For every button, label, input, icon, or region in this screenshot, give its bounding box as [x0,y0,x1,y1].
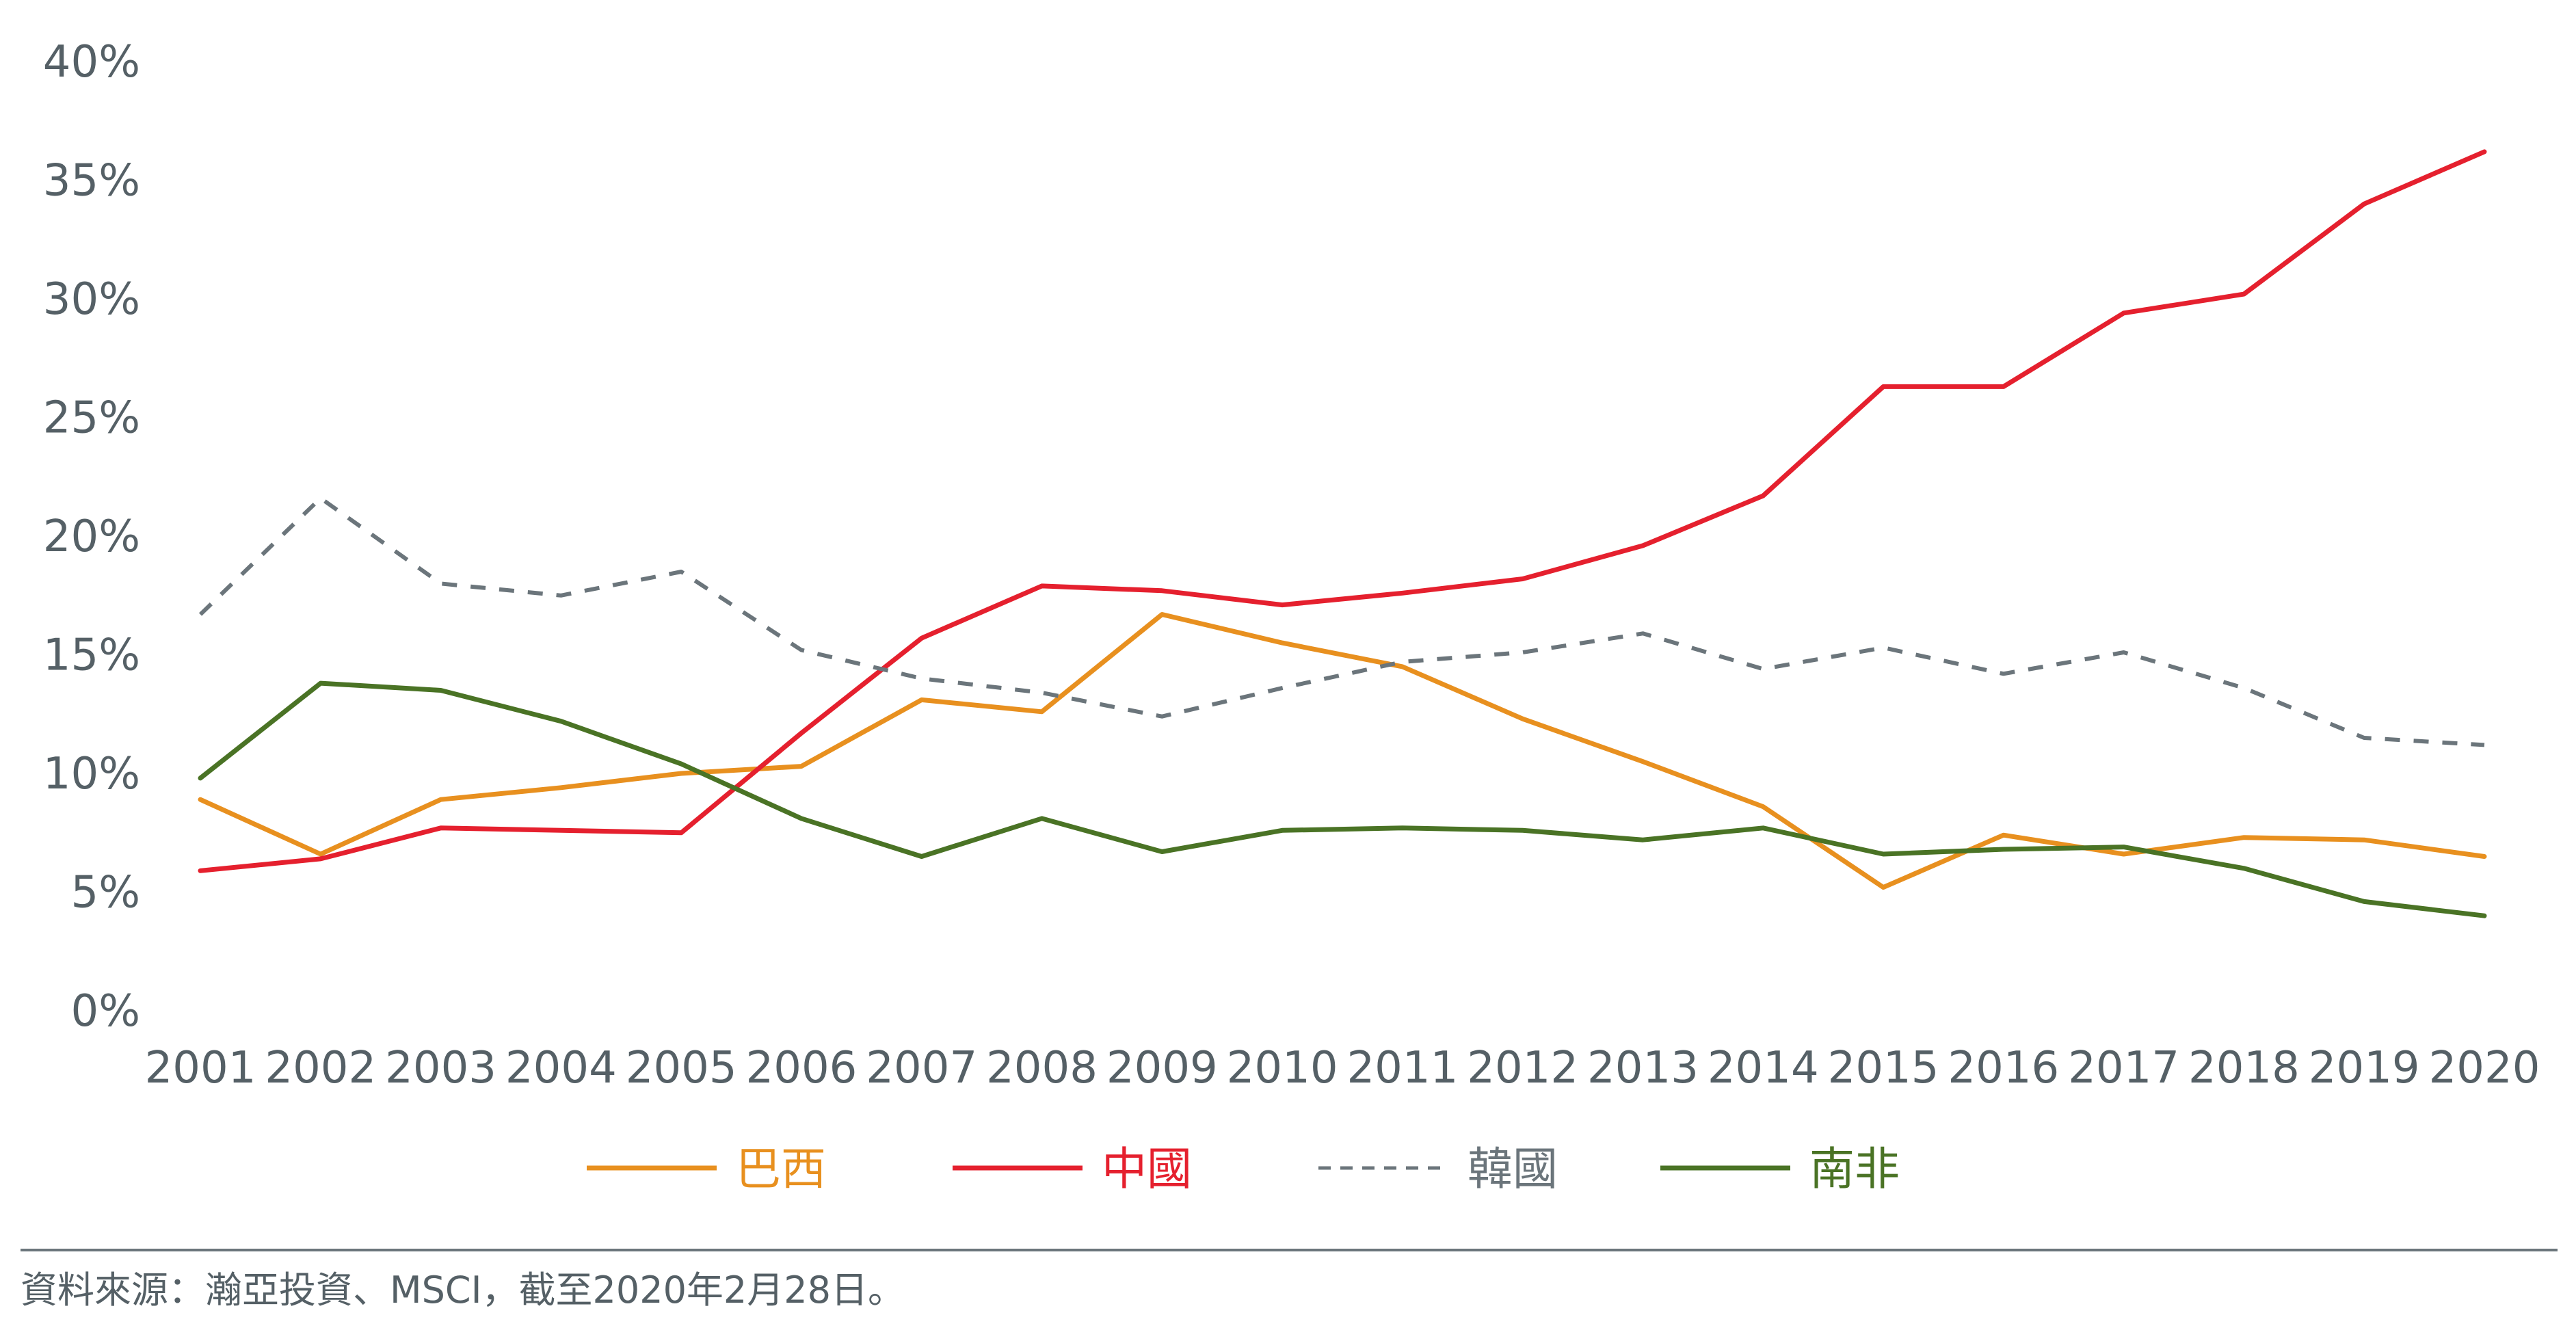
x-tick-label: 2010 [1227,1043,1338,1093]
x-tick-label: 2019 [2309,1043,2420,1093]
y-tick-label: 15% [43,630,140,681]
x-tick-label: 2008 [986,1043,1098,1093]
y-tick-label: 5% [70,868,140,918]
y-tick-label: 30% [43,274,140,325]
legend-label: 南非 [1809,1143,1900,1195]
y-tick-label: 25% [43,393,140,444]
series-line-2 [198,496,2485,747]
y-tick-label: 10% [43,749,140,799]
legend: 巴西 中國 韓國 南非 [587,1143,1900,1195]
x-tick-label: 2015 [1828,1043,1939,1093]
x-tick-label: 2017 [2068,1043,2179,1093]
legend-label: 巴西 [736,1143,826,1195]
x-tick-label: 2011 [1346,1043,1458,1093]
y-axis: 0% 5% 10% 15% 20% 25% 30% 35% 40% [43,37,140,1037]
x-tick-label: 2006 [746,1043,858,1093]
y-tick-label: 0% [70,986,140,1037]
series-line-3 [198,680,2487,918]
y-tick-label: 35% [43,156,140,207]
x-tick-label: 2009 [1106,1043,1218,1093]
y-tick-label: 40% [43,37,140,88]
x-tick-label: 2001 [145,1043,256,1093]
x-tick-label: 2016 [1948,1043,2059,1093]
x-axis: 2001 2002 2003 2004 2005 2006 2007 2008 2009 2010… [145,1043,2540,1093]
x-tick-label: 2012 [1467,1043,1578,1093]
legend-label: 韓國 [1468,1143,1558,1195]
x-tick-label: 2013 [1587,1043,1699,1093]
legend-label: 中國 [1102,1143,1192,1195]
x-tick-label: 2003 [385,1043,496,1093]
x-tick-label: 2005 [626,1043,737,1093]
x-tick-label: 2004 [505,1043,617,1093]
series-lines [198,149,2487,918]
x-tick-label: 2014 [1708,1043,1819,1093]
series-line-0 [198,612,2487,890]
series-line-1 [198,149,2487,873]
x-tick-label: 2020 [2429,1043,2540,1093]
x-tick-label: 2002 [265,1043,376,1093]
y-tick-label: 20% [43,512,140,562]
x-tick-label: 2007 [866,1043,977,1093]
source-note: 資料來源：瀚亞投資、MSCI，截至2020年2月28日。 [21,1269,905,1312]
x-tick-label: 2018 [2188,1043,2300,1093]
